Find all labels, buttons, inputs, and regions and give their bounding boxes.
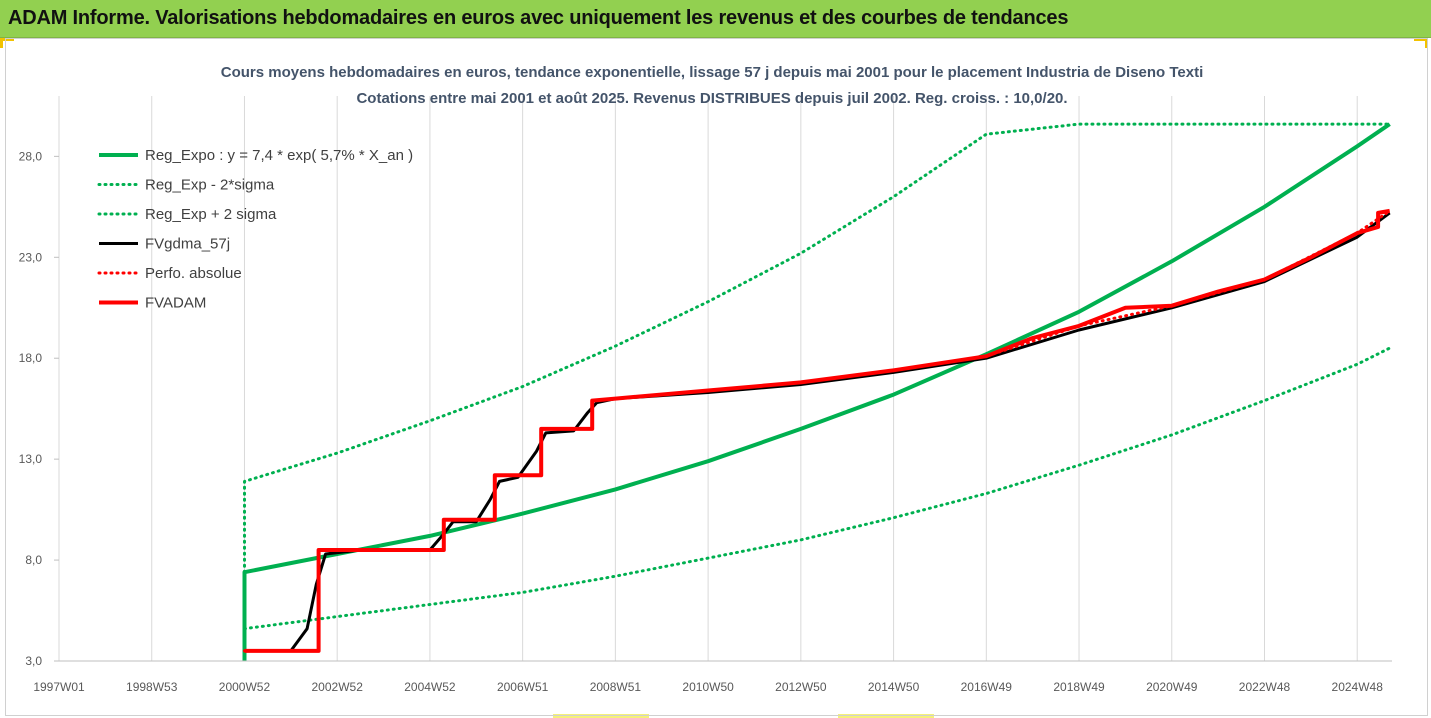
chart-subtitle: Cotations entre mai 2001 et août 2025. R… [356,90,1067,107]
legend-label: FVgdma_57j [145,236,230,253]
handle-marker [553,714,649,718]
x-tick-label: 2014W50 [868,680,920,694]
y-tick-label: 23,0 [19,250,43,264]
x-tick-label: 2008W51 [590,680,642,694]
x-tick-label: 2006W51 [497,680,549,694]
corner-marker [0,38,3,48]
x-tick-label: 2002W52 [312,680,364,694]
banner-title: ADAM Informe. Valorisations hebdomadaire… [8,7,1069,29]
x-tick-label: 2012W50 [775,680,827,694]
x-tick-label: 2020W49 [1146,680,1198,694]
x-tick-label: 1997W01 [33,680,85,694]
series-line-5 [244,208,1391,653]
x-tick-label: 1998W53 [126,680,178,694]
y-tick-label: 8,0 [25,553,42,567]
x-tick-label: 2022W48 [1239,680,1291,694]
series-line-3 [244,211,1391,653]
x-tick-label: 2000W52 [219,680,271,694]
handle-marker [838,714,934,718]
corner-marker [0,38,14,41]
legend-label: Reg_Expo : y = 7,4 * exp( 5,7% * X_an ) [145,147,413,164]
legend: Reg_Expo : y = 7,4 * exp( 5,7% * X_an ) R… [97,147,413,312]
series-line-0 [242,122,1391,661]
x-tick-label: 2018W49 [1053,680,1105,694]
y-tick-label: 18,0 [19,351,43,365]
x-tick-label: 2016W49 [961,680,1013,694]
legend-label: Reg_Exp + 2 sigma [145,206,277,223]
legend-label: Reg_Exp - 2*sigma [145,177,275,194]
y-tick-label: 3,0 [25,654,42,668]
y-tick-label: 13,0 [19,452,43,466]
legend-label: Perfo. absolue [145,265,242,282]
y-tick-label: 28,0 [19,149,43,163]
corner-marker [1414,38,1428,41]
x-tick-label: 2004W52 [404,680,456,694]
chart-title: Cours moyens hebdomadaires en euros, ten… [221,64,1204,81]
legend-label: FVADAM [145,295,206,312]
banner: ADAM Informe. Valorisations hebdomadaire… [0,0,1431,38]
series-line-2 [243,122,1392,574]
series-line-1 [243,346,1392,631]
x-tick-label: 2024W48 [1332,680,1384,694]
chart-area [5,38,1428,716]
corner-marker [1425,38,1428,48]
x-tick-label: 2010W50 [682,680,734,694]
series-line-4 [243,209,1392,653]
